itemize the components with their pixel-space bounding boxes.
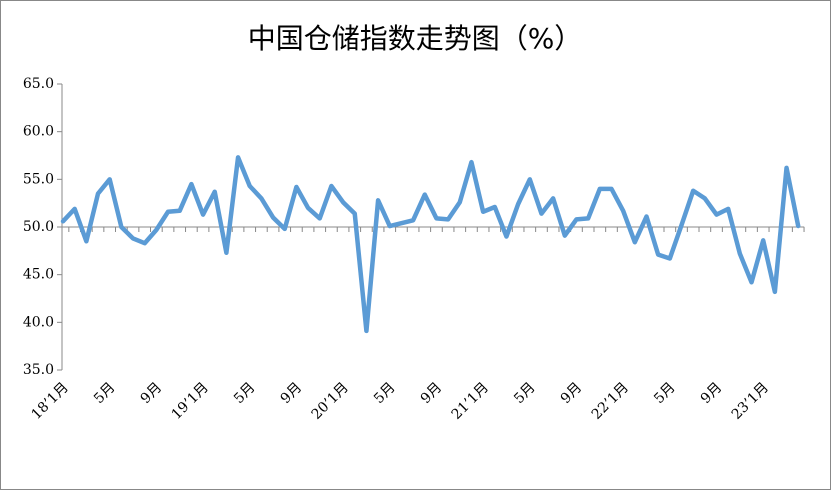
y-tick-label: 35.0 [23,362,54,378]
chart-title: 中国仓储指数走势图（%） [248,22,583,55]
data-line [60,155,801,334]
y-tick-label: 60.0 [23,124,54,140]
y-tick-label: 45.0 [23,267,54,283]
y-tick-label: 55.0 [23,171,54,187]
y-tick-label: 50.0 [23,219,54,235]
y-tick-label: 40.0 [23,314,54,330]
y-tick-label: 65.0 [23,76,54,92]
